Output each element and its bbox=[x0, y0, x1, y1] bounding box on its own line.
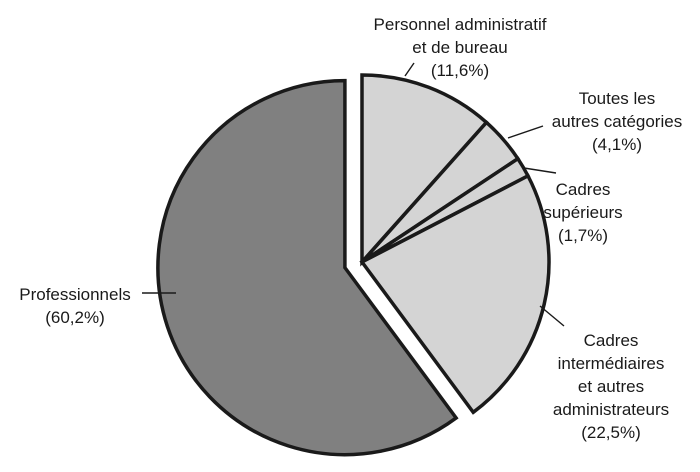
slice-label-line: Cadres bbox=[556, 180, 611, 199]
slice-label-line: intermédiaires bbox=[558, 354, 665, 373]
slice-label-line: et de bureau bbox=[412, 38, 507, 57]
leader-line bbox=[507, 125, 544, 139]
slice-label: Cadres intermédiaires et autres administrat… bbox=[553, 331, 669, 442]
slice-label: Toutes les autres catégories (4,1%) bbox=[552, 89, 682, 154]
pie-slice-personnel-administratif-et-de-bureau bbox=[360, 73, 489, 267]
slice-label: Personnel administratif et de bureau (11,6… bbox=[374, 15, 547, 80]
slice-label-line: (4,1%) bbox=[592, 135, 642, 154]
leader-line bbox=[539, 305, 565, 327]
slice-label-line: (11,6%) bbox=[431, 61, 489, 80]
slice-label-line: (22,5%) bbox=[581, 423, 641, 442]
slice-label-line: (1,7%) bbox=[558, 226, 608, 245]
slice-label-line: supérieurs bbox=[543, 203, 622, 222]
leader-line bbox=[523, 167, 557, 174]
slice-labels: Personnel administratif et de bureau (11,6… bbox=[19, 15, 682, 442]
slice-label-line: Professionnels bbox=[19, 285, 131, 304]
slice-label-line: Toutes les bbox=[579, 89, 656, 108]
pie-slices bbox=[156, 73, 551, 457]
slice-label-line: Personnel administratif bbox=[374, 15, 547, 34]
slice-label-line: (60,2%) bbox=[45, 308, 105, 327]
slice-label: Cadres supérieurs (1,7%) bbox=[543, 180, 622, 245]
slice-label-line: Cadres bbox=[584, 331, 639, 350]
pie-slice-cadres-intermediaires-et-autres-administrateurs bbox=[359, 173, 551, 415]
pie-slice-professionnels bbox=[156, 78, 459, 457]
slice-label: Professionnels (60,2%) bbox=[19, 285, 131, 327]
slice-label-line: autres catégories bbox=[552, 112, 682, 131]
slice-label-line: et autres bbox=[578, 377, 644, 396]
leader-lines bbox=[142, 62, 565, 327]
leader-line bbox=[404, 62, 415, 77]
slice-label-line: administrateurs bbox=[553, 400, 669, 419]
